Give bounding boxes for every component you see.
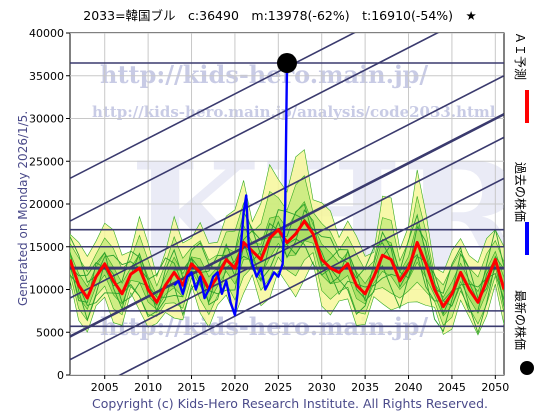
legend-swatch-latest	[520, 361, 534, 375]
watermark-url2: http://kids-hero.main.jp/analysis/code20…	[92, 103, 496, 121]
trend-line	[70, 113, 504, 338]
x-axis-ticks: 2005 2010 2015 2020 2025 2030 2035 2040 2045 2050	[91, 375, 509, 394]
legend-label-ai: ＡＩ予測	[513, 32, 527, 80]
x-tick-label: 2015	[178, 381, 206, 394]
y-tick-label: 15000	[29, 241, 64, 254]
x-tick-label: 2035	[351, 381, 379, 394]
legend-label-latest: 最新の株価	[513, 290, 528, 350]
x-tick-label: 2010	[134, 381, 162, 394]
x-tick-label: 2030	[308, 381, 336, 394]
generated-date-label: Generated on Monday 2026/1/5.	[16, 111, 30, 306]
latest-price-marker	[277, 53, 297, 74]
legend: ＡＩ予測 過去の株価 最新の株価	[513, 32, 534, 375]
y-tick-label: 25000	[29, 155, 64, 168]
y-tick-label: 0	[57, 369, 64, 382]
x-tick-label: 2040	[395, 381, 423, 394]
series-past-price	[173, 62, 289, 317]
y-tick-label: 30000	[29, 113, 64, 126]
trend-line	[70, 136, 504, 361]
y-tick-label: 10000	[29, 284, 64, 297]
x-tick-label: 2025	[264, 381, 292, 394]
x-tick-label: 2005	[91, 381, 119, 394]
series-ai-forecast	[70, 219, 504, 309]
x-tick-label: 2045	[438, 381, 466, 394]
x-tick-label: 2020	[221, 381, 249, 394]
legend-label-past: 過去の株価	[513, 162, 528, 222]
y-tick-label: 35000	[29, 70, 64, 83]
y-tick-label: 20000	[29, 198, 64, 211]
y-tick-label: 5000	[36, 326, 64, 339]
band-line	[70, 220, 504, 322]
chart-title: 2033=韓国ブル c:36490 m:13978(-62%) t:16910(…	[83, 8, 476, 23]
y-axis-ticks: 0 5000 10000 15000 20000 25000 30000 35000 40000	[29, 27, 70, 382]
watermark-url1: http://kids-hero.main.jp/	[100, 60, 428, 89]
x-tick-label: 2050	[481, 381, 509, 394]
trend-line	[118, 177, 504, 375]
copyright-text: Copyright (c) Kids-Hero Research Institu…	[92, 396, 488, 411]
y-tick-label: 40000	[29, 27, 64, 40]
trend-line	[70, 75, 504, 299]
series-group	[70, 62, 504, 317]
